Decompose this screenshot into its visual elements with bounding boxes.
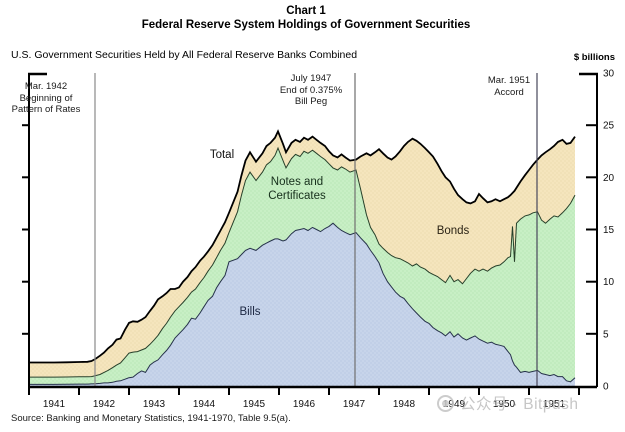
annotation-line: Accord bbox=[494, 86, 524, 98]
series-label-line: Certificates bbox=[268, 190, 326, 202]
annotation-line: End of 0.375% bbox=[279, 84, 343, 96]
series-label-notes-certificates: Notes and Certificates bbox=[251, 175, 343, 203]
watermark-logo-icon bbox=[437, 394, 454, 412]
series-label-bills: Bills bbox=[239, 306, 261, 318]
x-tick-label: 1945 bbox=[243, 399, 266, 410]
x-tick-label: 1948 bbox=[393, 399, 416, 410]
y-tick-label: 15 bbox=[603, 225, 615, 236]
annotation-line: Beginning of bbox=[19, 92, 73, 104]
annotation-july-1947: July 1947 End of 0.375% Bill Peg bbox=[269, 73, 353, 108]
x-tick-label: 1951 bbox=[543, 399, 566, 410]
chart-subtitle: U.S. Government Securities Held by All F… bbox=[11, 49, 358, 61]
x-tick-label: 1941 bbox=[43, 399, 66, 410]
annotation-line: Mar. 1942 bbox=[24, 81, 68, 92]
chart-number: Chart 1 bbox=[286, 5, 326, 17]
watermark-text: 公众号 · Bitpush bbox=[460, 396, 579, 413]
annotation-mar-1951: Mar. 1951 Accord bbox=[467, 75, 551, 98]
x-tick-label: 1942 bbox=[93, 399, 116, 410]
annotation-line: July 1947 bbox=[290, 73, 332, 84]
annotation-line: Bill Peg bbox=[294, 96, 328, 107]
series-label-line: Notes and bbox=[270, 176, 324, 188]
source-note: Source: Banking and Monetary Statistics,… bbox=[11, 413, 291, 424]
x-tick-label: 1947 bbox=[343, 399, 366, 410]
y-tick-label: 25 bbox=[603, 121, 615, 132]
x-tick-label: 1946 bbox=[293, 399, 316, 410]
y-tick-label: 5 bbox=[603, 329, 609, 340]
x-tick-label: 1944 bbox=[193, 399, 216, 410]
x-tick-label: 1949 bbox=[443, 399, 466, 410]
annotation-line: Mar. 1951 bbox=[487, 75, 531, 86]
x-tick-label: 1950 bbox=[493, 399, 516, 410]
annotation-line: Pattern of Rates bbox=[11, 104, 81, 115]
y-tick-label: 10 bbox=[603, 277, 615, 288]
series-label-bonds: Bonds bbox=[436, 225, 470, 237]
watermark: 公众号 · Bitpush bbox=[437, 392, 578, 414]
y-axis-unit-label: $ billions bbox=[573, 52, 615, 63]
x-tick-label: 1943 bbox=[143, 399, 166, 410]
chart-title: Federal Reserve System Holdings of Gover… bbox=[141, 19, 471, 31]
y-tick-label: 0 bbox=[603, 382, 609, 393]
y-tick-label: 20 bbox=[603, 173, 615, 184]
annotation-mar-1942: Mar. 1942 Beginning of Pattern of Rates bbox=[4, 81, 88, 116]
series-label-total: Total bbox=[209, 149, 235, 161]
y-tick-label: 30 bbox=[603, 69, 615, 80]
